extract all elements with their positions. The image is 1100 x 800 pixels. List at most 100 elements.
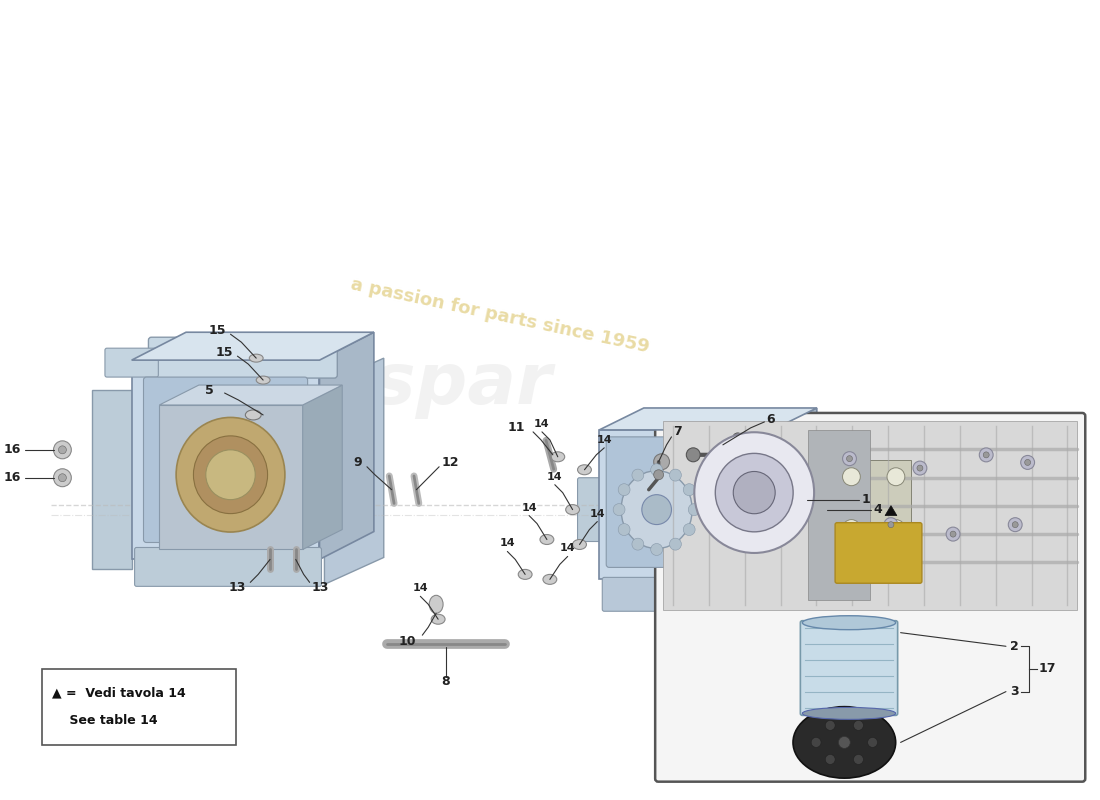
Text: 16: 16 (3, 471, 21, 484)
Circle shape (913, 461, 927, 475)
Ellipse shape (573, 539, 586, 550)
Text: 7: 7 (673, 426, 682, 438)
FancyBboxPatch shape (663, 421, 1077, 610)
Text: 14: 14 (535, 419, 550, 429)
Text: 12: 12 (441, 456, 459, 470)
Circle shape (1009, 518, 1022, 532)
FancyBboxPatch shape (148, 338, 338, 378)
Circle shape (58, 446, 66, 454)
Circle shape (206, 450, 255, 500)
Ellipse shape (518, 570, 532, 579)
Polygon shape (772, 408, 817, 579)
FancyBboxPatch shape (808, 430, 870, 600)
Circle shape (946, 527, 960, 541)
FancyBboxPatch shape (656, 413, 1086, 782)
Circle shape (979, 448, 993, 462)
Ellipse shape (431, 614, 446, 624)
FancyBboxPatch shape (104, 348, 158, 377)
Text: 15: 15 (209, 324, 227, 337)
FancyBboxPatch shape (801, 621, 898, 715)
Circle shape (686, 448, 701, 462)
FancyBboxPatch shape (837, 460, 911, 545)
Circle shape (868, 738, 878, 747)
Ellipse shape (256, 376, 271, 384)
Circle shape (651, 464, 662, 476)
Text: See table 14: See table 14 (52, 714, 157, 727)
Circle shape (825, 721, 835, 730)
Polygon shape (160, 405, 302, 550)
Circle shape (58, 474, 66, 482)
Ellipse shape (551, 452, 564, 462)
Circle shape (670, 538, 681, 550)
Ellipse shape (429, 595, 443, 614)
Circle shape (631, 469, 644, 481)
Text: 4: 4 (873, 503, 882, 516)
Polygon shape (132, 360, 319, 559)
Ellipse shape (578, 465, 592, 474)
Text: 17: 17 (1038, 662, 1056, 675)
Circle shape (888, 522, 894, 528)
Circle shape (694, 432, 814, 553)
Text: eurospar: eurospar (187, 350, 552, 418)
Text: 10: 10 (399, 634, 417, 648)
Circle shape (950, 531, 956, 537)
Text: 11: 11 (508, 422, 525, 434)
Text: ▲ =  Vedi tavola 14: ▲ = Vedi tavola 14 (52, 686, 185, 699)
Polygon shape (132, 332, 374, 360)
Circle shape (843, 452, 857, 466)
Circle shape (1021, 455, 1035, 470)
Polygon shape (324, 358, 384, 584)
Ellipse shape (621, 470, 692, 549)
Circle shape (1012, 522, 1019, 528)
Ellipse shape (543, 574, 557, 584)
Text: 13: 13 (229, 581, 246, 594)
Text: 14: 14 (412, 583, 428, 594)
Circle shape (734, 471, 776, 514)
Ellipse shape (245, 410, 261, 420)
Circle shape (1025, 459, 1031, 466)
FancyBboxPatch shape (603, 578, 769, 611)
FancyBboxPatch shape (143, 377, 308, 542)
Text: 16: 16 (3, 443, 21, 456)
Text: a passion for parts since 1959: a passion for parts since 1959 (350, 276, 651, 357)
FancyBboxPatch shape (134, 547, 321, 586)
Circle shape (618, 523, 630, 535)
Ellipse shape (540, 534, 553, 545)
Circle shape (641, 494, 671, 525)
Circle shape (54, 469, 72, 486)
Circle shape (733, 433, 742, 443)
Text: 13: 13 (311, 581, 329, 594)
Text: 14: 14 (499, 538, 515, 549)
Text: 14: 14 (596, 435, 612, 445)
Polygon shape (319, 332, 374, 559)
FancyBboxPatch shape (835, 522, 922, 583)
Circle shape (838, 737, 850, 748)
Circle shape (887, 519, 905, 538)
Text: 14: 14 (590, 509, 605, 518)
Polygon shape (600, 430, 772, 579)
Ellipse shape (793, 706, 895, 778)
Circle shape (618, 484, 630, 496)
Circle shape (653, 470, 663, 480)
Circle shape (811, 738, 821, 747)
Circle shape (683, 484, 695, 496)
Circle shape (715, 454, 793, 532)
Circle shape (651, 543, 662, 555)
Circle shape (613, 504, 625, 515)
Text: 14: 14 (547, 472, 562, 482)
Ellipse shape (176, 418, 285, 532)
Ellipse shape (565, 505, 580, 514)
Text: 6: 6 (767, 414, 775, 426)
FancyBboxPatch shape (830, 454, 916, 550)
Circle shape (683, 523, 695, 535)
Ellipse shape (802, 707, 895, 719)
Circle shape (847, 456, 852, 462)
Text: 9: 9 (353, 456, 362, 470)
FancyBboxPatch shape (606, 437, 760, 567)
Circle shape (670, 469, 681, 481)
Text: 8: 8 (442, 674, 450, 687)
Circle shape (843, 468, 860, 486)
FancyBboxPatch shape (770, 433, 804, 571)
Circle shape (631, 538, 644, 550)
Text: 1: 1 (861, 493, 870, 506)
